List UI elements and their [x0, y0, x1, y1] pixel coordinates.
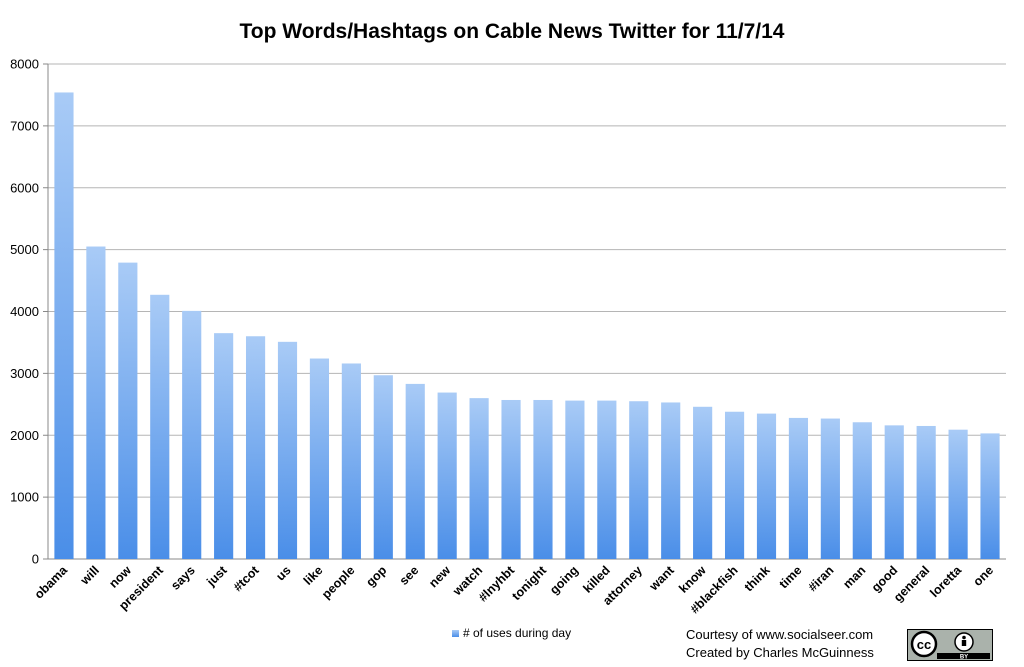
x-tick-label: new [426, 563, 453, 590]
y-tick-label: 0 [32, 552, 39, 567]
bar-tonight [533, 399, 553, 559]
x-tick-label: #lnyhbt [476, 563, 518, 605]
y-tick-label: 4000 [10, 304, 39, 319]
bar-us [277, 341, 298, 559]
bars [54, 92, 1000, 560]
bar-want [661, 402, 681, 559]
bar-tcot [245, 336, 266, 559]
y-axis: 0 1000 2000 3000 4000 5000 6000 7000 8000 [10, 57, 49, 567]
y-tick-label: 7000 [10, 118, 39, 133]
bar-obama [54, 92, 74, 560]
bar-will [86, 246, 106, 559]
credit-author: Created by Charles McGuinness [686, 645, 874, 660]
x-tick-label: going [547, 563, 581, 597]
creative-commons-by-icon: cc BY [907, 629, 993, 661]
bar-gop [373, 375, 393, 559]
x-tick-label: want [646, 563, 677, 594]
bar-loretta [948, 429, 968, 559]
legend-swatch [452, 630, 459, 637]
bar-one [980, 433, 1000, 559]
y-tick-label: 1000 [10, 490, 39, 505]
x-tick-label: will [77, 563, 102, 588]
bar-watch [469, 398, 489, 559]
bar-iran [820, 418, 840, 559]
legend: # of uses during day [452, 626, 571, 640]
bar-see [405, 383, 425, 559]
x-tick-label: tonight [509, 563, 549, 603]
bar-says [182, 310, 202, 559]
x-tick-label: us [273, 563, 293, 583]
x-tick-label: like [301, 563, 326, 588]
x-tick-label: one [971, 563, 997, 589]
bar-now [118, 262, 138, 559]
x-tick-label: loretta [927, 562, 965, 600]
x-tick-label: #iran [805, 563, 836, 594]
gridlines [48, 63, 1006, 560]
bar-president [150, 294, 170, 559]
y-tick-label: 6000 [10, 180, 39, 195]
bar-new [437, 392, 457, 559]
y-tick-label: 3000 [10, 366, 39, 381]
bar-think [756, 413, 777, 559]
x-tick-label: says [168, 563, 198, 593]
bar-general [916, 425, 936, 559]
bar-time [788, 417, 809, 559]
bar-man [852, 422, 872, 559]
x-tick-label: see [397, 563, 422, 588]
cc-badge-right-text: BY [960, 655, 968, 661]
x-tick-label: people [319, 563, 357, 601]
x-tick-label: just [203, 563, 230, 590]
chart-title: Top Words/Hashtags on Cable News Twitter… [240, 20, 785, 43]
bar-going [565, 400, 585, 559]
bar-good [884, 425, 904, 559]
bar-blackfish [724, 411, 745, 559]
x-tick-label: #tcot [231, 563, 263, 595]
y-tick-label: 2000 [10, 428, 39, 443]
x-tick-label: general [891, 563, 932, 604]
credit-source: Courtesy of www.socialseer.com [686, 627, 874, 642]
x-tick-label: obama [32, 562, 71, 601]
bar-people [341, 363, 361, 559]
credits: Courtesy of www.socialseer.com Created b… [686, 626, 874, 662]
x-tick-label: think [742, 563, 773, 594]
x-tick-label: gop [363, 563, 389, 589]
x-tick-label: time [776, 563, 804, 591]
bar-just [214, 333, 234, 559]
cc-badge-left-text: cc [917, 637, 931, 652]
bar-killed [597, 400, 617, 559]
legend-label: # of uses during day [463, 626, 571, 640]
bar-like [309, 358, 330, 559]
bar-lnyhbt [501, 399, 521, 559]
x-tick-label: man [840, 563, 868, 591]
bar-know [693, 406, 713, 559]
x-tick-label: now [106, 563, 134, 591]
y-tick-label: 8000 [10, 57, 39, 72]
y-tick-label: 5000 [10, 242, 39, 257]
bar-attorney [629, 401, 649, 559]
